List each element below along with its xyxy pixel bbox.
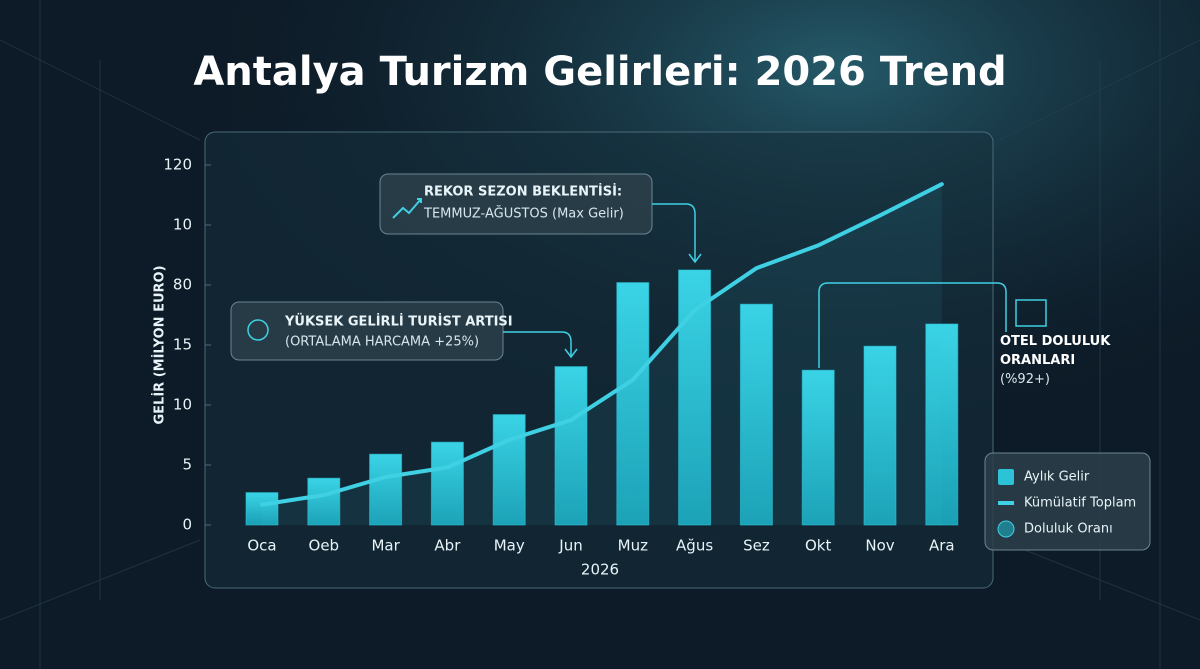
bar — [245, 492, 279, 526]
annotation-text: (ORTALAMA HARCAMA +25%) — [285, 335, 479, 350]
x-tick-label: Abr — [434, 537, 461, 555]
y-tick-label: 80 — [173, 276, 192, 294]
icon — [1015, 299, 1047, 327]
annotation-text: TEMMUZ-AĞUSTOS (Max Gelir) — [423, 206, 624, 222]
bar — [801, 369, 835, 526]
annotation-title: REKOR SEZON BEKLENTİSİ: — [424, 184, 622, 200]
y-tick-label: 5 — [182, 456, 192, 474]
y-tick-label: 10 — [173, 216, 192, 234]
bar — [492, 414, 526, 526]
annotation: OTEL DOLULUK ORANLARI (%92+) — [1000, 334, 1111, 387]
icon — [247, 319, 269, 341]
annotation-box — [230, 301, 504, 361]
bar — [616, 282, 650, 526]
legend-label: Doluluk Oranı — [1024, 522, 1113, 537]
legend-box — [984, 452, 1151, 551]
y-axis-label: GELİR (MİLYON EURO) — [152, 265, 168, 424]
bar — [739, 303, 773, 526]
icon — [392, 198, 422, 219]
y-tick-label: 15 — [173, 336, 192, 354]
arrow-head — [564, 348, 578, 359]
x-tick-label: Sez — [743, 537, 770, 555]
legend-label: Aylık Gelir — [1024, 470, 1090, 485]
bar — [307, 477, 341, 526]
legend-label: Kümülatif Toplam — [1024, 496, 1136, 511]
x-tick-label: Nov — [865, 537, 894, 555]
x-tick-label: Jun — [558, 537, 582, 555]
line — [260, 182, 944, 507]
arrow — [503, 331, 572, 356]
x-tick-label: Ara — [929, 537, 955, 555]
annotation-title: YÜKSEK GELİRLİ TURİST ARTISI — [284, 314, 513, 330]
arrow-head — [688, 253, 702, 264]
marks: 0 5 10 15 80 10 120 Oca Oeb Mar Abr May Jun Muz Ağus Se… — [163, 156, 959, 555]
x-tick-label: Mar — [371, 537, 400, 555]
x-tick-label: Oca — [247, 537, 276, 555]
bar — [430, 441, 464, 526]
bar — [369, 453, 403, 526]
x-tick-label: Okt — [805, 537, 831, 555]
y-tick-label: 10 — [173, 396, 192, 414]
bar — [925, 323, 959, 526]
chart-title: Antalya Turizm Gelirleri: 2026 Trend — [193, 49, 1006, 95]
legend-swatch — [997, 520, 1015, 538]
y-tick-label: 0 — [182, 516, 192, 534]
y-tick-label: 120 — [163, 156, 192, 174]
arrow — [652, 203, 696, 262]
legend-swatch — [998, 469, 1014, 485]
x-tick-label: Oeb — [309, 537, 340, 555]
bar — [554, 366, 588, 526]
annotation-box — [379, 173, 653, 235]
x-axis-label: 2026 — [581, 561, 619, 579]
x-tick-label: May — [494, 537, 525, 555]
annotation-text: (%92+) — [1000, 372, 1050, 387]
connector — [818, 282, 1007, 368]
x-tick-label: Ağus — [676, 537, 713, 555]
x-tick-label: Muz — [618, 537, 648, 555]
bar — [863, 345, 897, 526]
line-area — [262, 184, 942, 525]
annotation-title: OTEL DOLULUK ORANLARI — [1000, 334, 1111, 368]
